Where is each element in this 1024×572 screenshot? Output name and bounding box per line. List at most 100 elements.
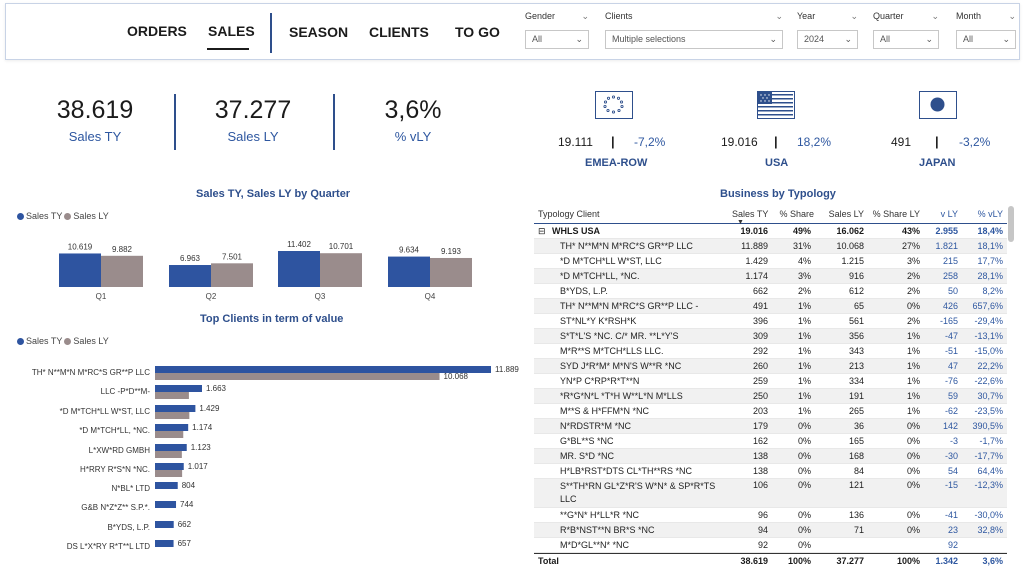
cell-shly: 2% <box>906 316 920 326</box>
kpi-sales-ly: 37.277 Sales LY <box>203 96 303 144</box>
chevron-down-icon[interactable]: ⌄ <box>850 11 858 21</box>
typology-table: Typology Client Sales TY ▼ % Share Sales… <box>534 204 1007 568</box>
nav-tab-togo-label: TO GO <box>455 23 500 40</box>
data-label-ly: 9.882 <box>112 245 133 254</box>
cell-vly: 47 <box>947 361 958 371</box>
group-share-ly: 43% <box>901 226 920 236</box>
cell-ly: 356 <box>848 331 864 341</box>
table-row[interactable]: M*D*GL**N* *NC 92 0% 92 <box>534 538 1007 553</box>
nav-tab-clients[interactable]: CLIENTS <box>369 3 429 60</box>
chevron-down-icon[interactable]: ⌄ <box>1008 11 1016 21</box>
cell-pvly: -1,7% <box>979 436 1003 446</box>
cell-ty: 260 <box>752 361 768 371</box>
table-row[interactable]: ST*NL*Y K*RSH*K 396 1% 561 2% -165 -29,4% <box>534 314 1007 329</box>
chevron-down-icon: ⌄ <box>575 34 583 44</box>
chevron-down-icon: ⌄ <box>1002 34 1010 44</box>
cell-vly: -3 <box>949 436 958 446</box>
cell-name: **G*N* H*LL*R *NC <box>560 510 640 520</box>
cell-pvly: 32,8% <box>977 525 1003 535</box>
table-row[interactable]: YN*P C*RP*R*T**N 259 1% 334 1% -76 -22,6% <box>534 374 1007 389</box>
cell-sh: 0% <box>797 451 811 461</box>
filter-gender-dropdown[interactable]: All ⌄ <box>525 30 589 49</box>
table-row[interactable]: MR. S*D *NC 138 0% 168 0% -30 -17,7% <box>534 449 1007 464</box>
nav-tab-orders[interactable]: ORDERS <box>127 2 187 59</box>
table-row[interactable]: N*RDSTR*M *NC 179 0% 36 0% 142 390,5% <box>534 419 1007 434</box>
cell-vly: 54 <box>947 466 958 476</box>
nav-tab-sales[interactable]: SALES <box>208 2 255 59</box>
filter-clients-dropdown[interactable]: Multiple selections ⌄ <box>605 30 783 49</box>
cell-pvly: -22,6% <box>974 376 1003 386</box>
table-row[interactable]: R*B*NST**N BR*S *NC 94 0% 71 0% 23 32,8% <box>534 523 1007 538</box>
table-row[interactable]: B*YDS, L.P. 662 2% 612 2% 50 8,2% <box>534 284 1007 299</box>
table-row[interactable]: TH* N**M*N M*RC*S GR**P LLC 11.889 31% 10.0… <box>534 239 1007 254</box>
cell-vly: -62 <box>944 406 958 416</box>
cell-pvly: 64,4% <box>977 466 1003 476</box>
data-label-ty: 657 <box>178 539 192 548</box>
col-header-pct-vly[interactable]: % vLY <box>977 209 1003 219</box>
group-share: 49% <box>792 226 811 236</box>
quarter-chart-legend: Sales TY Sales LY <box>17 211 109 221</box>
cell-name: ST*NL*Y K*RSH*K <box>560 316 637 326</box>
filter-quarter: Quarter ⌄ All ⌄ <box>873 9 939 49</box>
chevron-down-icon[interactable]: ⌄ <box>581 11 589 21</box>
cell-name: *D M*TCH*LL W*ST, LLC <box>560 256 662 266</box>
cell-pvly: 657,6% <box>972 301 1003 311</box>
col-header-share[interactable]: % Share <box>779 209 814 219</box>
bar-sales-ty <box>155 463 184 470</box>
cell-ly: 84 <box>853 466 864 476</box>
cell-ly: 165 <box>848 436 864 446</box>
cell-shly: 0% <box>906 510 920 520</box>
filter-month-value: All <box>963 34 974 44</box>
bar-sales-ty <box>169 265 211 287</box>
nav-tab-togo[interactable]: TO GO <box>455 3 500 60</box>
table-row[interactable]: G*BL**S *NC 162 0% 165 0% -3 -1,7% <box>534 434 1007 449</box>
filter-quarter-dropdown[interactable]: All ⌄ <box>873 30 939 49</box>
table-row[interactable]: TH* N**M*N M*RC*S GR**P LLC - 491 1% 65 0% 42… <box>534 299 1007 314</box>
col-header-typology[interactable]: Typology Client <box>538 209 600 219</box>
kpi-pct-vly-label: % vLY <box>394 129 432 144</box>
cell-shly: 3% <box>906 256 920 266</box>
table-row[interactable]: S*T*L'S *NC. C/* MR. **L*Y'S 309 1% 356 1% -4… <box>534 329 1007 344</box>
total-vly: 1.342 <box>935 556 958 566</box>
table-row[interactable]: M**S & H*FFM*N *NC 203 1% 265 1% -62 -23,5% <box>534 404 1007 419</box>
table-group-row[interactable]: ⊟ WHLS USA 19.016 49% 16.062 43% 2.955 1… <box>534 224 1007 239</box>
region-japan-value: 491 <box>891 135 912 149</box>
filter-year-dropdown[interactable]: 2024 ⌄ <box>797 30 858 49</box>
cell-sh: 2% <box>797 286 811 296</box>
table-row[interactable]: M*R**S M*TCH*LLS LLC. 292 1% 343 1% -51 -15,0% <box>534 344 1007 359</box>
chevron-down-icon[interactable]: ⌄ <box>931 11 939 21</box>
table-row[interactable]: SYD J*R*M* M*N'S W**R *NC 260 1% 213 1% 47 22,… <box>534 359 1007 374</box>
region-emea-value: 19.111 <box>558 135 593 149</box>
col-header-sales-ly[interactable]: Sales LY <box>828 209 864 219</box>
top-navigation-bar: ORDERS SALES SEASON CLIENTS TO GO Gender… <box>5 3 1020 60</box>
bar-sales-ly <box>211 263 253 287</box>
cell-shly: 1% <box>906 376 920 386</box>
data-label-ty: 1.429 <box>199 404 220 413</box>
data-label-ty: 1.663 <box>206 384 227 393</box>
nav-tab-season[interactable]: SEASON <box>289 3 348 60</box>
cell-shly: 0% <box>906 480 920 490</box>
x-tick-label: Q4 <box>425 292 436 301</box>
cell-name: M*D*GL**N* *NC <box>560 540 630 550</box>
table-row[interactable]: S**TH*RN GL*Z*R'S W*N* & SP*R*TS LLC 106 0… <box>534 479 1007 508</box>
table-row[interactable]: *D M*TCH*LL, *NC. 1.174 3% 916 2% 258 28,1% <box>534 269 1007 284</box>
cell-ty: 250 <box>752 391 768 401</box>
filter-gender-label: Gender <box>525 11 556 21</box>
cell-vly: -47 <box>944 331 958 341</box>
table-scrollbar[interactable] <box>1008 206 1014 242</box>
collapse-icon[interactable]: ⊟ <box>538 226 546 236</box>
table-row[interactable]: H*LB*RST*DTS CL*TH**RS *NC 138 0% 84 0% 54 64,… <box>534 464 1007 479</box>
nav-tab-clients-label: CLIENTS <box>369 23 429 40</box>
cell-ty: 396 <box>752 316 768 326</box>
col-header-share-ly[interactable]: % Share LY <box>872 209 920 219</box>
col-header-sales-ty[interactable]: Sales TY <box>732 209 769 219</box>
filter-month-dropdown[interactable]: All ⌄ <box>956 30 1016 49</box>
cell-ty: 292 <box>752 346 768 356</box>
region-usa-pct: 18,2% <box>797 135 832 149</box>
table-row[interactable]: **G*N* H*LL*R *NC 96 0% 136 0% -41 -30,0% <box>534 508 1007 523</box>
table-row[interactable]: *D M*TCH*LL W*ST, LLC 1.429 4% 1.215 3% 215 17… <box>534 254 1007 269</box>
region-emea-pct: -7,2% <box>634 135 666 149</box>
table-row[interactable]: *R*G*N*L *T*H W**L*N M*LLS 250 1% 191 1% 59 30… <box>534 389 1007 404</box>
col-header-vly[interactable]: v LY <box>940 209 958 219</box>
chevron-down-icon[interactable]: ⌄ <box>775 11 783 21</box>
